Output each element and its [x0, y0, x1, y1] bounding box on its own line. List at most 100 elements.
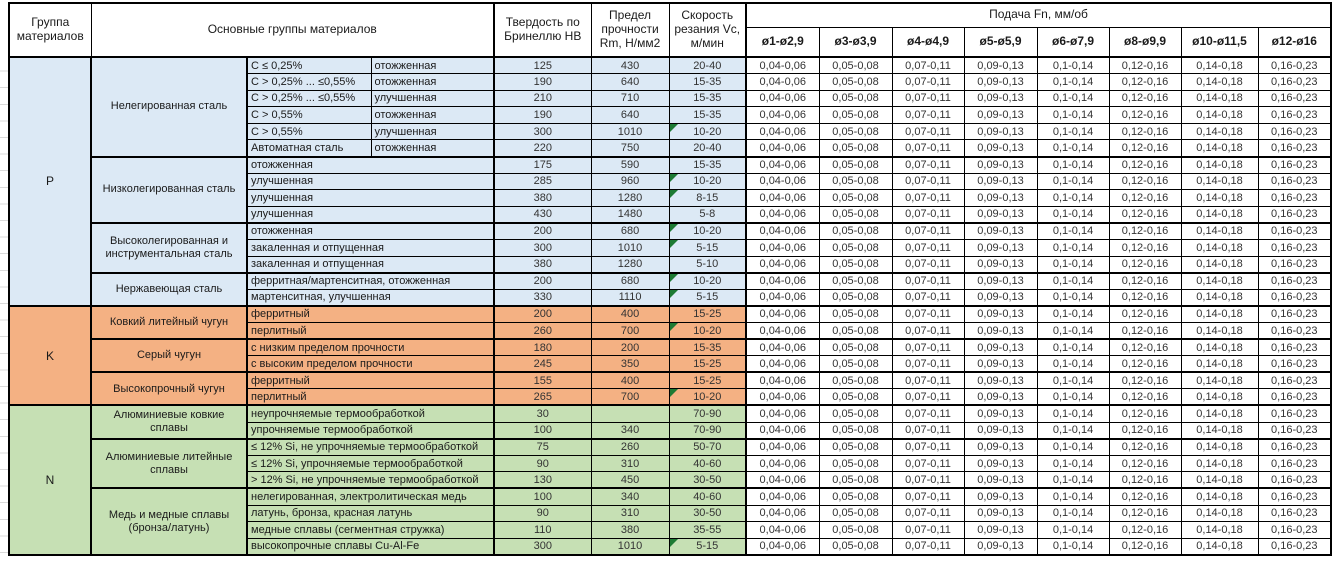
- material-cell[interactable]: отожженная: [246, 155, 495, 174]
- speed-cell[interactable]: 5-15: [668, 537, 748, 556]
- feed-cell[interactable]: 0,04-0,06: [745, 106, 820, 124]
- feed-cell[interactable]: 0,09-0,13: [963, 56, 1038, 75]
- feed-cell[interactable]: 0,07-0,11: [891, 221, 965, 241]
- feed-cell[interactable]: 0,07-0,11: [891, 487, 965, 506]
- feed-cell[interactable]: 0,16-0,23: [1257, 89, 1332, 108]
- feed-cell[interactable]: 0,12-0,16: [1108, 404, 1182, 423]
- feed-cell[interactable]: 0,04-0,06: [745, 404, 820, 423]
- feed-cell[interactable]: 0,09-0,13: [963, 172, 1038, 191]
- feed-cell[interactable]: 0,1-0,14: [1036, 288, 1110, 307]
- strength-cell[interactable]: 400: [590, 371, 670, 390]
- feed-cell[interactable]: 0,12-0,16: [1108, 221, 1182, 241]
- feed-cell[interactable]: 0,05-0,08: [818, 106, 893, 124]
- feed-cell[interactable]: 0,09-0,13: [963, 239, 1038, 257]
- feed-cell[interactable]: 0,04-0,06: [745, 521, 820, 539]
- feed-cell[interactable]: 0,16-0,23: [1257, 454, 1332, 473]
- subgroup-cell[interactable]: Высокопрочный чугун: [90, 371, 248, 406]
- feed-cell[interactable]: 0,16-0,23: [1257, 471, 1332, 489]
- feed-cell[interactable]: 0,09-0,13: [963, 537, 1038, 556]
- feed-cell[interactable]: 0,16-0,23: [1257, 437, 1332, 456]
- feed-cell[interactable]: 0,07-0,11: [891, 471, 965, 489]
- strength-cell[interactable]: 700: [590, 388, 670, 406]
- speed-cell[interactable]: 5-15: [668, 288, 748, 307]
- feed-cell[interactable]: 0,05-0,08: [818, 421, 893, 440]
- feed-cell[interactable]: 0,12-0,16: [1108, 338, 1182, 357]
- hardness-cell[interactable]: 380: [493, 255, 592, 274]
- feed-cell[interactable]: 0,12-0,16: [1108, 73, 1182, 91]
- material-cell[interactable]: неупрочняемые термообработкой: [246, 404, 495, 423]
- feed-cell[interactable]: 0,04-0,06: [745, 172, 820, 191]
- material-cell[interactable]: с высоким пределом прочности: [246, 355, 495, 373]
- strength-cell[interactable]: 450: [590, 471, 670, 489]
- condition-cell[interactable]: отожженная: [370, 56, 495, 75]
- feed-cell[interactable]: 0,1-0,14: [1036, 172, 1110, 191]
- feed-cell[interactable]: 0,07-0,11: [891, 271, 965, 290]
- strength-cell[interactable]: 590: [590, 155, 670, 174]
- speed-cell[interactable]: 30-50: [668, 471, 748, 489]
- feed-cell[interactable]: 0,1-0,14: [1036, 388, 1110, 406]
- speed-cell[interactable]: 70-90: [668, 404, 748, 423]
- strength-cell[interactable]: 400: [590, 304, 670, 323]
- material-cell[interactable]: высокопрочные сплавы Cu-Al-Fe: [246, 537, 495, 556]
- feed-cell[interactable]: 0,09-0,13: [963, 122, 1038, 141]
- feed-cell[interactable]: 0,14-0,18: [1180, 537, 1259, 556]
- speed-cell[interactable]: 10-20: [668, 322, 748, 340]
- strength-cell[interactable]: 200: [590, 338, 670, 357]
- feed-cell[interactable]: 0,12-0,16: [1108, 388, 1182, 406]
- speed-cell[interactable]: 5-15: [668, 239, 748, 257]
- subgroup-cell[interactable]: Нержавеющая сталь: [90, 271, 248, 307]
- feed-cell[interactable]: 0,05-0,08: [818, 355, 893, 373]
- feed-cell[interactable]: 0,09-0,13: [963, 388, 1038, 406]
- feed-cell[interactable]: 0,07-0,11: [891, 122, 965, 141]
- feed-cell[interactable]: 0,05-0,08: [818, 338, 893, 357]
- hardness-cell[interactable]: 210: [493, 89, 592, 108]
- feed-cell[interactable]: 0,04-0,06: [745, 89, 820, 108]
- feed-cell[interactable]: 0,07-0,11: [891, 421, 965, 440]
- feed-cell[interactable]: 0,12-0,16: [1108, 139, 1182, 158]
- feed-cell[interactable]: 0,09-0,13: [963, 106, 1038, 124]
- feed-cell[interactable]: 0,05-0,08: [818, 388, 893, 406]
- speed-cell[interactable]: 15-25: [668, 371, 748, 390]
- feed-cell[interactable]: 0,12-0,16: [1108, 255, 1182, 274]
- speed-cell[interactable]: 50-70: [668, 437, 748, 456]
- material-cell[interactable]: C ≤ 0,25%: [246, 56, 372, 75]
- feed-cell[interactable]: 0,07-0,11: [891, 371, 965, 390]
- feed-cell[interactable]: 0,12-0,16: [1108, 239, 1182, 257]
- speed-cell[interactable]: 15-35: [668, 106, 748, 124]
- feed-cell[interactable]: 0,14-0,18: [1180, 454, 1259, 473]
- strength-cell[interactable]: 1010: [590, 537, 670, 556]
- feed-cell[interactable]: 0,07-0,11: [891, 288, 965, 307]
- feed-cell[interactable]: 0,09-0,13: [963, 371, 1038, 390]
- material-cell[interactable]: нелегированная, электролитическая медь: [246, 487, 495, 506]
- feed-cell[interactable]: 0,16-0,23: [1257, 521, 1332, 539]
- feed-cell[interactable]: 0,07-0,11: [891, 255, 965, 274]
- feed-cell[interactable]: 0,14-0,18: [1180, 205, 1259, 224]
- feed-cell[interactable]: 0,14-0,18: [1180, 338, 1259, 357]
- feed-cell[interactable]: 0,05-0,08: [818, 521, 893, 539]
- feed-cell[interactable]: 0,04-0,06: [745, 139, 820, 158]
- feed-cell[interactable]: 0,09-0,13: [963, 155, 1038, 174]
- feed-cell[interactable]: 0,04-0,06: [745, 221, 820, 241]
- feed-cell[interactable]: 0,04-0,06: [745, 421, 820, 440]
- hardness-cell[interactable]: 430: [493, 205, 592, 224]
- material-cell[interactable]: медные сплавы (сегментная стружка): [246, 521, 495, 539]
- feed-cell[interactable]: 0,05-0,08: [818, 255, 893, 274]
- feed-cell[interactable]: 0,09-0,13: [963, 437, 1038, 456]
- hardness-cell[interactable]: 200: [493, 271, 592, 290]
- feed-cell[interactable]: 0,12-0,16: [1108, 106, 1182, 124]
- feed-cell[interactable]: 0,16-0,23: [1257, 239, 1332, 257]
- strength-cell[interactable]: 310: [590, 504, 670, 523]
- strength-cell[interactable]: 750: [590, 139, 670, 158]
- hardness-cell[interactable]: 90: [493, 454, 592, 473]
- feed-cell[interactable]: 0,09-0,13: [963, 255, 1038, 274]
- speed-cell[interactable]: 20-40: [668, 139, 748, 158]
- feed-cell[interactable]: 0,09-0,13: [963, 139, 1038, 158]
- feed-cell[interactable]: 0,1-0,14: [1036, 338, 1110, 357]
- feed-cell[interactable]: 0,12-0,16: [1108, 421, 1182, 440]
- feed-cell[interactable]: 0,04-0,06: [745, 504, 820, 523]
- feed-cell[interactable]: 0,12-0,16: [1108, 322, 1182, 340]
- feed-cell[interactable]: 0,1-0,14: [1036, 205, 1110, 224]
- material-cell[interactable]: ферритная/мартенситная, отожженная: [246, 271, 495, 290]
- feed-cell[interactable]: 0,09-0,13: [963, 221, 1038, 241]
- feed-cell[interactable]: 0,07-0,11: [891, 322, 965, 340]
